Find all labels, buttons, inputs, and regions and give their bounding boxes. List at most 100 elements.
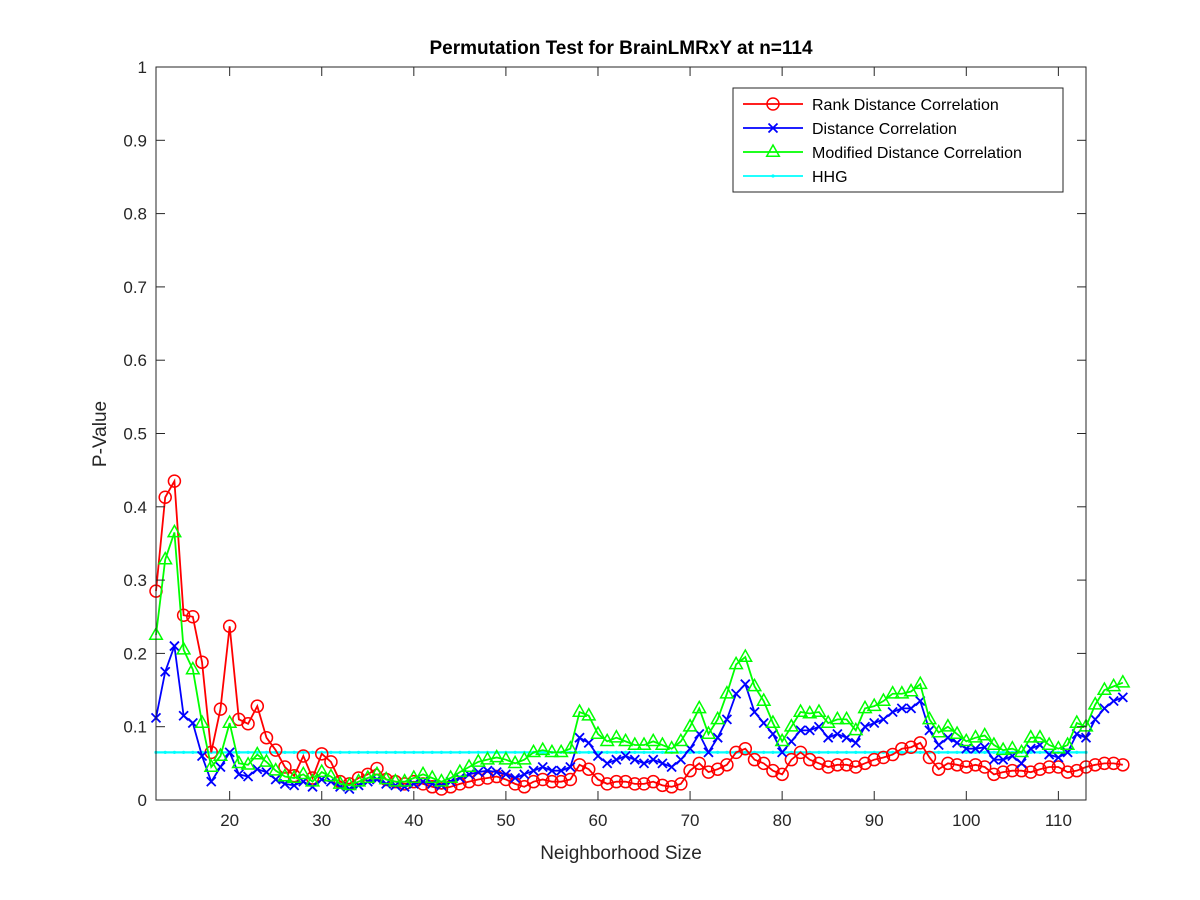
data-point (602, 758, 613, 769)
data-point (160, 666, 171, 677)
data-point (509, 772, 521, 784)
y-tick-label: 0.6 (123, 351, 147, 370)
data-point (803, 752, 817, 767)
data-point (482, 765, 493, 776)
data-point (1004, 740, 1020, 754)
data-point (347, 750, 351, 754)
data-point (338, 750, 342, 754)
data-point (491, 767, 502, 778)
data-point (839, 710, 855, 725)
data-point (258, 753, 275, 767)
data-point (489, 748, 505, 763)
data-point (992, 750, 996, 754)
data-point (839, 758, 854, 772)
data-point (942, 732, 954, 743)
data-point (795, 725, 806, 736)
legend-label: Modified Distance Correlation (812, 145, 1022, 162)
data-point (1041, 736, 1057, 750)
data-point (479, 751, 496, 765)
legend-label: HHG (812, 169, 848, 186)
legend-box (732, 87, 1064, 193)
data-point (762, 750, 766, 754)
data-point (749, 706, 760, 718)
data-point (937, 750, 941, 754)
data-point (296, 749, 311, 763)
data-point (556, 765, 567, 776)
legend-item: HHG (743, 169, 848, 186)
data-point (933, 739, 944, 751)
data-point (1032, 729, 1048, 743)
data-point (399, 781, 410, 792)
data-point (467, 750, 471, 754)
data-point (995, 741, 1011, 756)
data-point (949, 725, 965, 739)
data-point (525, 743, 542, 758)
data-point (222, 619, 237, 634)
data-point (1024, 765, 1038, 779)
data-point (716, 750, 720, 754)
data-point (427, 778, 438, 790)
data-point (633, 750, 637, 754)
data-point (224, 747, 235, 758)
x-tick-label: 60 (589, 811, 608, 830)
data-point (912, 675, 928, 690)
data-point (1115, 674, 1131, 688)
data-point (1108, 695, 1119, 707)
data-point (516, 751, 532, 765)
data-point (876, 750, 891, 765)
data-point (729, 745, 743, 760)
data-point (1088, 758, 1102, 772)
data-point (387, 773, 403, 787)
data-point (310, 750, 315, 754)
data-point (304, 773, 321, 787)
data-point (237, 750, 241, 754)
data-point (513, 750, 517, 754)
legend-label: Distance Correlation (812, 121, 957, 138)
data-point (1016, 758, 1027, 769)
ticks-layer: 20 30 40 50 60 70 80 90 100 110 0 0.1 0.2 0.3 0.4 0.5 0.… (123, 58, 1086, 830)
data-point (378, 770, 394, 785)
data-point (295, 765, 311, 780)
data-point (767, 728, 779, 740)
data-point (802, 704, 818, 719)
x-tick-label: 110 (1045, 811, 1072, 830)
data-point (176, 641, 192, 655)
data-point (618, 732, 634, 747)
data-point (449, 750, 453, 754)
data-point (863, 750, 867, 754)
data-point (629, 754, 640, 765)
data-point (473, 767, 484, 778)
data-point (1060, 765, 1075, 779)
data-point (756, 692, 772, 706)
data-point (191, 750, 195, 754)
data-point (1038, 750, 1042, 754)
data-point (592, 750, 604, 762)
data-point (535, 772, 550, 787)
legend-label: Rank Distance Correlation (812, 97, 999, 114)
x-axis-label: Neighborhood Size (540, 843, 702, 864)
x-tick-label: 30 (312, 811, 331, 830)
data-point (959, 760, 974, 774)
data-point (792, 703, 809, 717)
data-point (967, 729, 984, 743)
data-point (854, 750, 858, 754)
data-point (565, 761, 576, 773)
data-point (691, 699, 707, 714)
data-point (278, 760, 292, 774)
data-point (655, 778, 670, 793)
data-point (777, 747, 788, 758)
data-point (425, 780, 439, 794)
data-point (683, 763, 697, 778)
data-point (324, 755, 338, 769)
data-point (176, 608, 191, 623)
data-point (231, 754, 247, 769)
data-point (979, 742, 990, 753)
data-point (476, 750, 480, 754)
data-point (737, 648, 753, 663)
data-point (885, 685, 901, 699)
data-point (424, 769, 440, 783)
data-point (756, 756, 771, 771)
series-layer (148, 474, 1131, 796)
